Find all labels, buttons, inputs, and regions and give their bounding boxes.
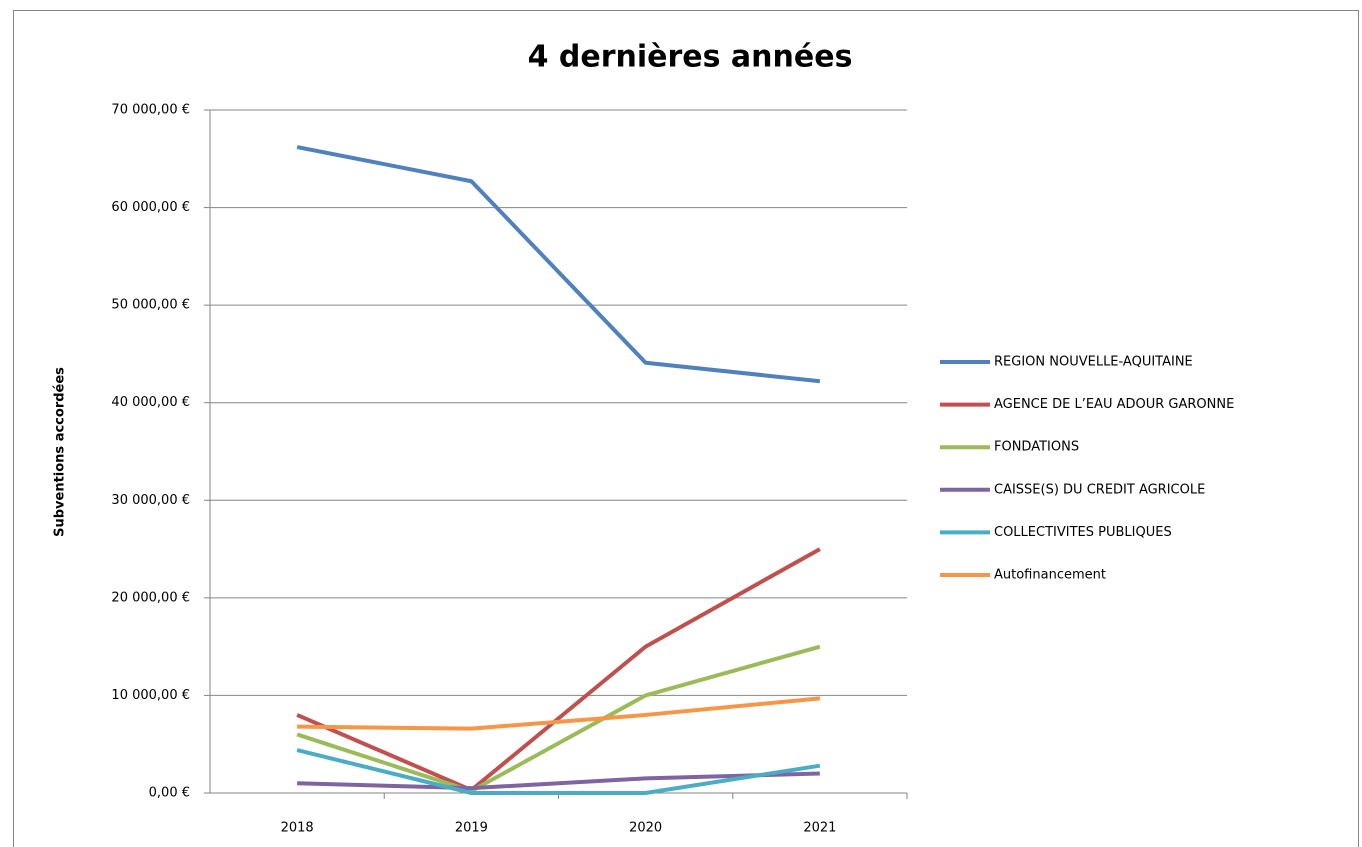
series-line	[296, 748, 821, 795]
y-tick-label: 60 000,00 €	[111, 200, 190, 215]
y-tick-label: 20 000,00 €	[111, 590, 190, 605]
series-line	[296, 145, 821, 384]
y-tick-label: 50 000,00 €	[111, 298, 190, 313]
x-tick-label: 2021	[803, 821, 836, 836]
y-tick-label: 70 000,00 €	[111, 103, 190, 118]
x-tick-label: 2020	[629, 821, 662, 836]
y-axis-label: Subventions accordées	[53, 367, 68, 537]
legend-label: COLLECTIVITES PUBLIQUES	[994, 525, 1172, 540]
series-line	[296, 644, 821, 794]
series-line	[297, 696, 821, 731]
chart-title: 4 dernières années	[528, 40, 853, 75]
y-tick-label: 30 000,00 €	[111, 493, 190, 508]
y-tick-label: 10 000,00 €	[111, 688, 190, 703]
chart-frame	[13, 10, 1359, 847]
x-tick-label: 2018	[281, 821, 314, 836]
y-tick-label: 40 000,00 €	[111, 395, 190, 410]
legend-label: CAISSE(S) DU CREDIT AGRICOLE	[994, 482, 1205, 497]
legend-label: AGENCE DE L’EAU ADOUR GARONNE	[994, 397, 1234, 412]
series-line	[297, 771, 820, 791]
y-tick-label: 0,00 €	[149, 786, 190, 801]
legend-label: REGION NOUVELLE-AQUITAINE	[994, 355, 1193, 370]
legend-label: FONDATIONS	[994, 440, 1079, 455]
legend-label: Autofinancement	[994, 568, 1106, 583]
x-tick-label: 2019	[455, 821, 488, 836]
series-line	[296, 547, 821, 793]
